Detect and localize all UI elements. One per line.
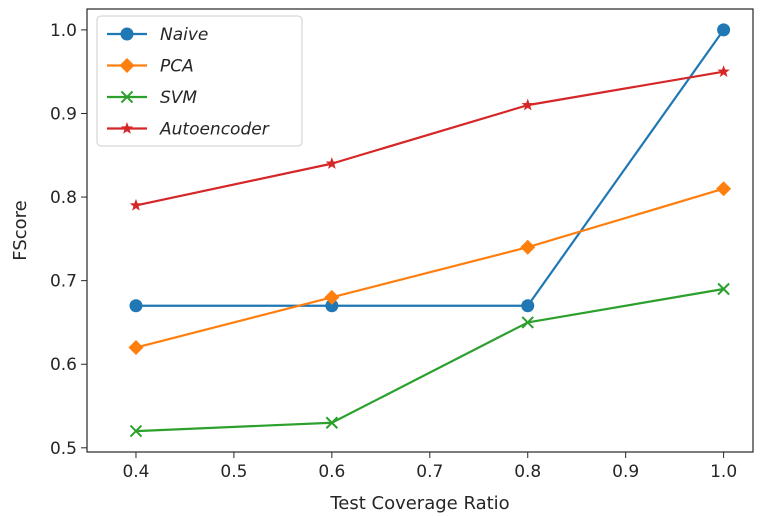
legend-box — [96, 15, 303, 147]
data-point-autoencoder — [325, 157, 339, 169]
data-point-svm — [325, 416, 339, 429]
x-tick-label: 0.4 — [122, 462, 149, 482]
x-tick-label: 1.0 — [710, 462, 737, 482]
legend-marker-svm — [120, 90, 134, 104]
series-line-pca — [135, 187, 724, 349]
y-tick-label: 0.9 — [50, 104, 77, 124]
series-autoencoder — [129, 65, 730, 211]
x-tick-label: 0.6 — [318, 462, 345, 482]
data-point-naive — [521, 299, 535, 313]
series-naive — [129, 23, 731, 313]
legend-label-autoencoder: Autoencoder — [159, 120, 270, 140]
x-tick-label: 0.5 — [220, 462, 247, 482]
x-axis-ticks: 0.4 0.5 0.6 0.7 0.8 0.9 1.0 — [122, 452, 737, 482]
x-axis-label: Test Coverage Ratio — [329, 493, 509, 514]
y-tick-label: 0.5 — [50, 439, 77, 459]
data-point-naive — [717, 23, 731, 37]
legend-marker-naive — [120, 27, 134, 41]
data-point-pca — [324, 289, 340, 305]
series-line-naive — [135, 29, 725, 307]
legend-item-pca: PCA — [107, 57, 194, 77]
plot-area — [86, 8, 754, 453]
data-point-autoencoder — [129, 198, 143, 211]
y-tick-label: 0.8 — [50, 188, 77, 208]
legend-item-autoencoder: Autoencoder — [107, 120, 270, 140]
series-line-svm — [135, 287, 724, 433]
y-axis-ticks: 0.5 0.6 0.7 0.8 0.9 1.0 — [50, 21, 87, 459]
data-point-autoencoder — [717, 65, 730, 77]
x-tick-label: 0.9 — [612, 462, 639, 482]
y-tick-label: 0.6 — [50, 355, 77, 375]
x-tick-label: 0.7 — [416, 462, 443, 482]
legend: Naive PCA SVM Autoencoder — [96, 15, 303, 147]
data-point-autoencoder — [521, 98, 534, 111]
data-point-naive — [325, 299, 339, 313]
series-line-autoencoder — [135, 70, 724, 207]
data-point-svm — [521, 316, 534, 329]
y-axis-label: FScore — [10, 200, 31, 260]
data-point-pca — [716, 181, 732, 197]
series-pca — [128, 181, 732, 356]
series-svm — [129, 282, 730, 438]
data-point-pca — [520, 239, 536, 255]
legend-item-naive: Naive — [107, 25, 208, 45]
data-point-pca — [128, 340, 144, 356]
legend-marker-autoencoder — [120, 122, 134, 134]
series-layer — [128, 23, 732, 438]
data-point-svm — [129, 424, 143, 438]
legend-item-svm: SVM — [107, 88, 197, 108]
y-tick-label: 0.7 — [50, 272, 77, 292]
legend-marker-pca — [119, 58, 135, 73]
plot-frame — [86, 8, 754, 453]
legend-label-pca: PCA — [160, 57, 194, 77]
x-tick-label: 0.8 — [514, 462, 541, 482]
legend-label-svm: SVM — [160, 88, 197, 108]
legend-label-naive: Naive — [160, 25, 208, 45]
data-point-naive — [129, 299, 143, 313]
data-point-svm — [717, 282, 730, 296]
y-tick-label: 1.0 — [50, 21, 77, 41]
